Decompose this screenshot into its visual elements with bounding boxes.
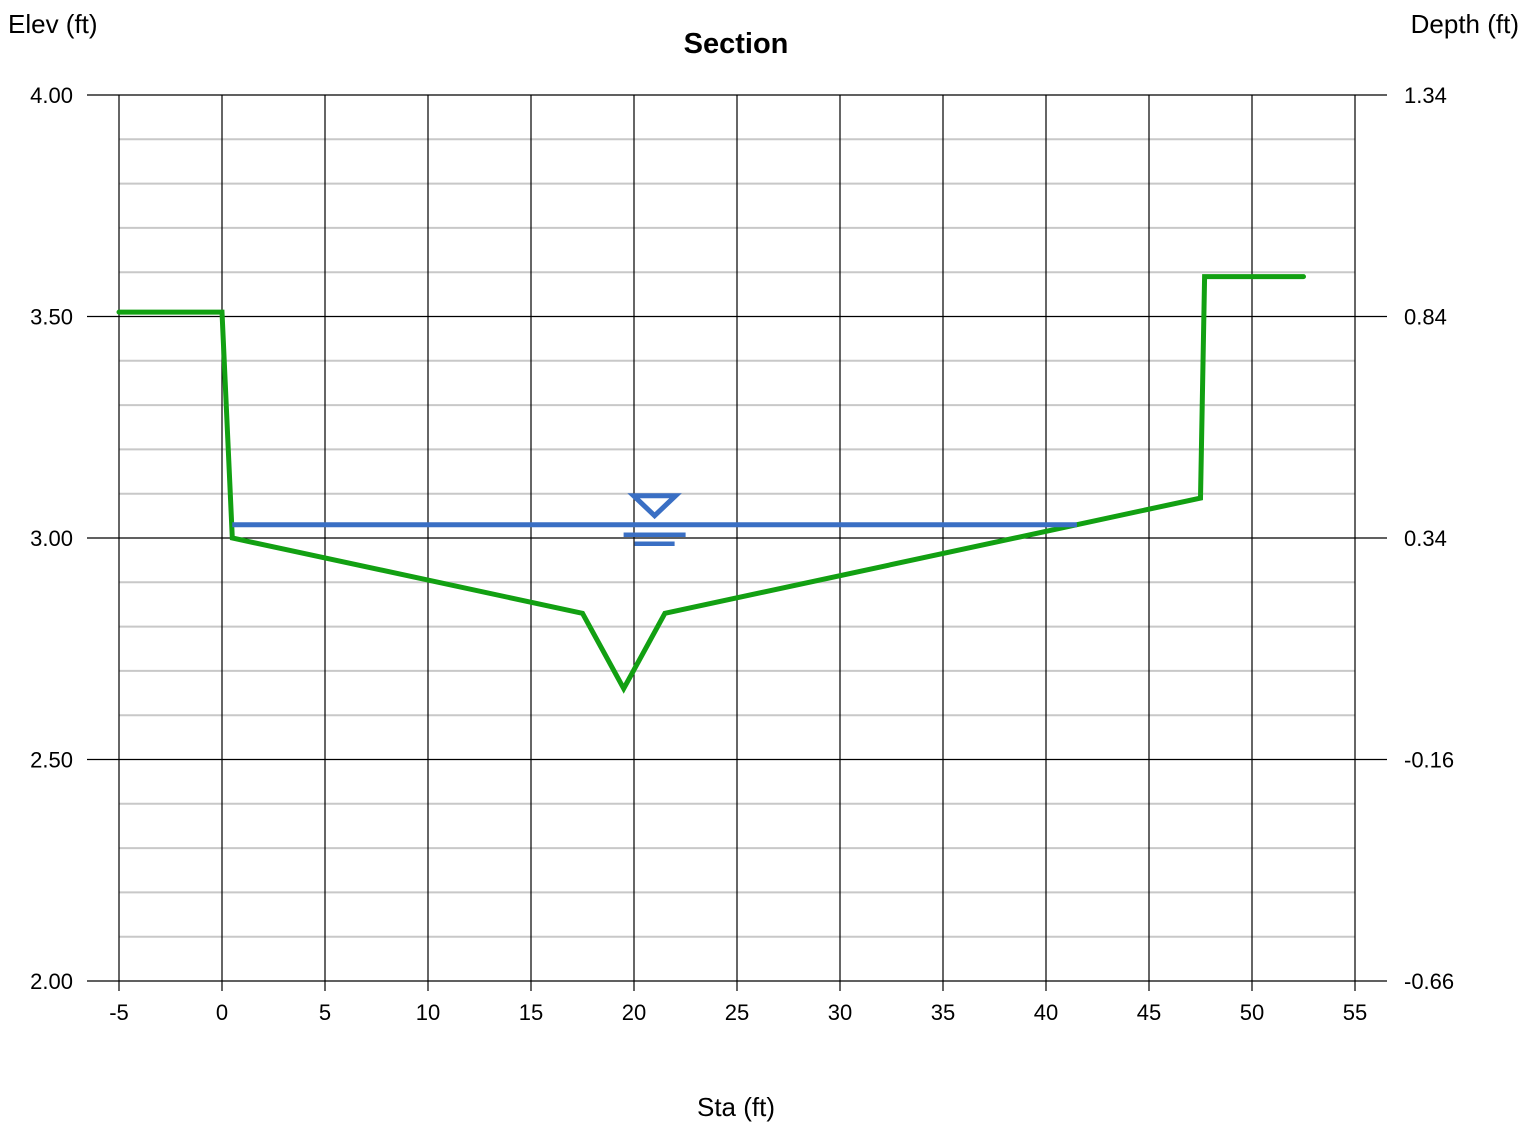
x-tick-label: 55 [1343,1000,1367,1025]
y-tick-label: 3.00 [30,526,73,551]
y2-tick-label: 1.34 [1404,83,1447,108]
major-gridlines [87,94,1387,991]
y2-tick-labels: -0.66 -0.16 0.34 0.84 1.34 [1404,83,1454,994]
y2-tick-label: -0.66 [1404,969,1454,994]
x-tick-label: 40 [1034,1000,1058,1025]
y-tick-label: 2.00 [30,969,73,994]
x-tick-label: 10 [416,1000,440,1025]
x-tick-label: 35 [931,1000,955,1025]
y2-tick-label: -0.16 [1404,748,1454,773]
y-tick-label: 3.50 [30,305,73,330]
x-tick-label: 15 [519,1000,543,1025]
x-axis-title: Sta (ft) [697,1092,775,1122]
x-tick-labels: -5 0 5 10 15 20 25 30 35 40 45 50 55 [109,1000,1367,1025]
x-tick-label: 50 [1240,1000,1264,1025]
x-tick-label: -5 [109,1000,129,1025]
y2-tick-label: 0.84 [1404,305,1447,330]
x-tick-label: 5 [319,1000,331,1025]
water-surface-marker [623,493,686,546]
y-tick-labels: 2.00 2.50 3.00 3.50 4.00 [30,83,73,994]
y-axis-title: Elev (ft) [8,9,98,39]
x-tick-label: 20 [622,1000,646,1025]
x-tick-label: 25 [725,1000,749,1025]
y-tick-label: 4.00 [30,83,73,108]
x-tick-label: 0 [216,1000,228,1025]
x-tick-label: 30 [828,1000,852,1025]
water-surface-triangle-icon [627,493,682,520]
x-tick-label: 45 [1137,1000,1161,1025]
series-layer [116,274,1306,694]
y2-axis-title: Depth (ft) [1411,9,1519,39]
y-tick-label: 2.50 [30,748,73,773]
ground-profile-line [116,274,1306,694]
y2-tick-label: 0.34 [1404,526,1447,551]
chart-title: Section [684,28,789,60]
